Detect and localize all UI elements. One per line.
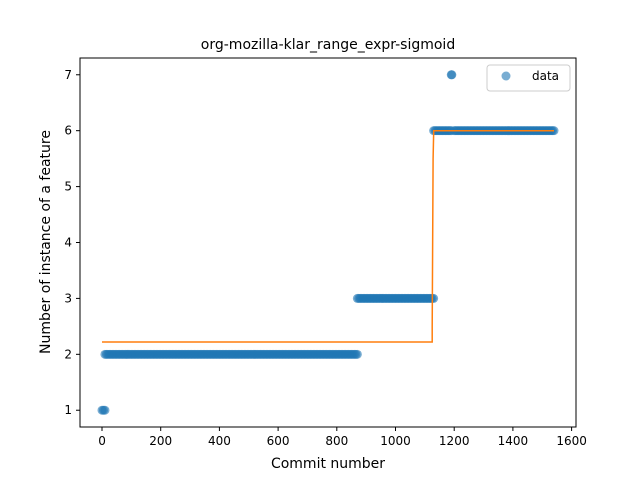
legend-box [486,64,571,92]
x-tick-label: 0 [98,434,106,448]
x-tick-label: 400 [208,434,231,448]
y-tick-label: 4 [64,236,72,250]
x-tick-label: 800 [325,434,348,448]
legend-marker-data [501,71,511,81]
y-tick-label: 1 [64,403,72,417]
x-axis-ticks: 0 200 400 600 800 1000 1200 1400 1600 [98,427,587,448]
x-tick-label: 1200 [439,434,470,448]
x-tick-label: 1400 [498,434,529,448]
y-axis-label: Number of instance of a feature [38,130,54,354]
y-tick-label: 3 [64,291,72,305]
y-tick-label: 7 [64,68,72,82]
y-tick-label: 6 [64,124,72,138]
series-layer [97,70,559,415]
fit-line [102,129,554,343]
y-tick-label: 2 [64,347,72,361]
y-tick-label: 5 [64,180,72,194]
x-axis-label: Commit number [271,456,385,472]
x-tick-label: 1600 [556,434,587,448]
legend-label-data: data [532,69,559,83]
y-axis-ticks: 1 2 3 4 5 6 7 [64,68,80,417]
data-point [352,349,362,359]
legend: data [486,64,571,92]
data-point [100,405,110,415]
x-tick-label: 200 [149,434,172,448]
data-point [447,70,457,80]
x-tick-label: 600 [267,434,290,448]
chart-title: org-mozilla-klar_range_expr-sigmoid [201,37,455,53]
x-tick-label: 1000 [380,434,411,448]
data-point [429,293,439,303]
